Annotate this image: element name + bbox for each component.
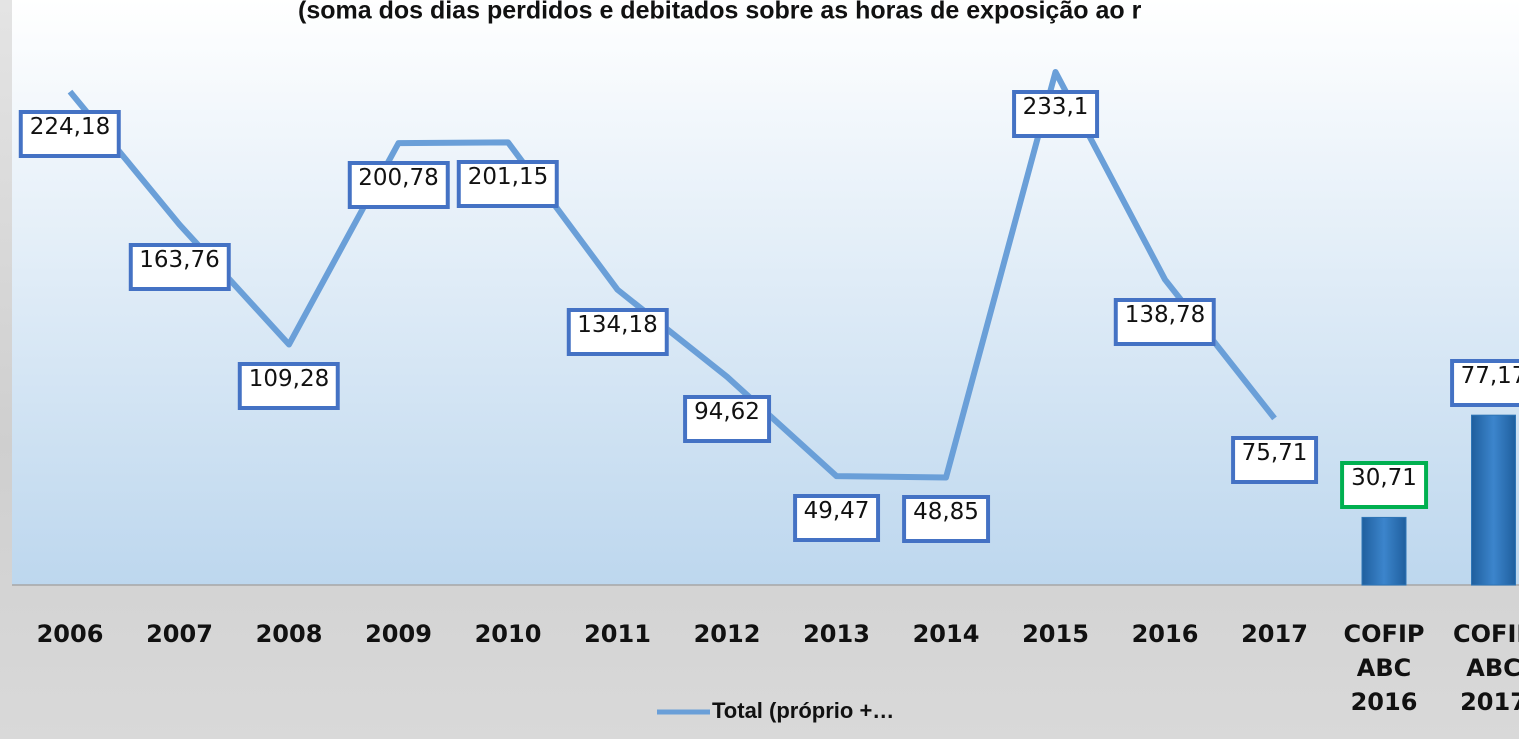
data-label: 48,85 bbox=[902, 495, 990, 544]
data-label: 77,17 bbox=[1449, 359, 1519, 408]
chart-title: (soma dos dias perdidos e debitados sobr… bbox=[298, 0, 1142, 25]
x-tick-label: 2006 bbox=[36, 620, 104, 648]
data-label: 163,76 bbox=[128, 242, 231, 291]
data-label: 200,78 bbox=[347, 161, 450, 210]
x-tick-label: 2013 bbox=[803, 620, 870, 648]
x-tick-label: 2014 bbox=[912, 620, 980, 648]
data-label: 138,78 bbox=[1113, 297, 1217, 346]
data-label: 75,71 bbox=[1230, 436, 1319, 485]
data-label: 49,47 bbox=[792, 494, 881, 543]
data-label: 94,62 bbox=[683, 394, 771, 443]
x-tick-label: COFIP ABC 2016 bbox=[1343, 620, 1425, 716]
x-tick-label: 2012 bbox=[693, 620, 761, 648]
bar bbox=[1361, 516, 1407, 586]
x-tick-label: 2015 bbox=[1022, 620, 1089, 648]
data-label: 224,18 bbox=[18, 109, 122, 158]
x-tick-label: 2010 bbox=[474, 620, 542, 648]
data-label: 30,71 bbox=[1340, 461, 1428, 510]
x-tick-label: 2017 bbox=[1241, 620, 1308, 648]
data-label: 109,28 bbox=[237, 362, 341, 411]
x-tick-label: 2016 bbox=[1131, 620, 1199, 648]
bar bbox=[1471, 414, 1516, 586]
data-label: 134,18 bbox=[566, 307, 669, 356]
x-tick-label: COFIP ABC 2017 bbox=[1453, 620, 1519, 716]
data-label: 233,1 bbox=[1011, 90, 1100, 138]
legend-label: Total (próprio +… bbox=[712, 698, 894, 723]
x-tick-label: 2008 bbox=[255, 620, 323, 648]
data-label: 201,15 bbox=[456, 160, 560, 209]
x-tick-label: 2007 bbox=[146, 620, 213, 648]
x-tick-label: 2009 bbox=[365, 620, 432, 648]
x-tick-label: 2011 bbox=[584, 620, 651, 648]
plot-area bbox=[12, 0, 1519, 585]
